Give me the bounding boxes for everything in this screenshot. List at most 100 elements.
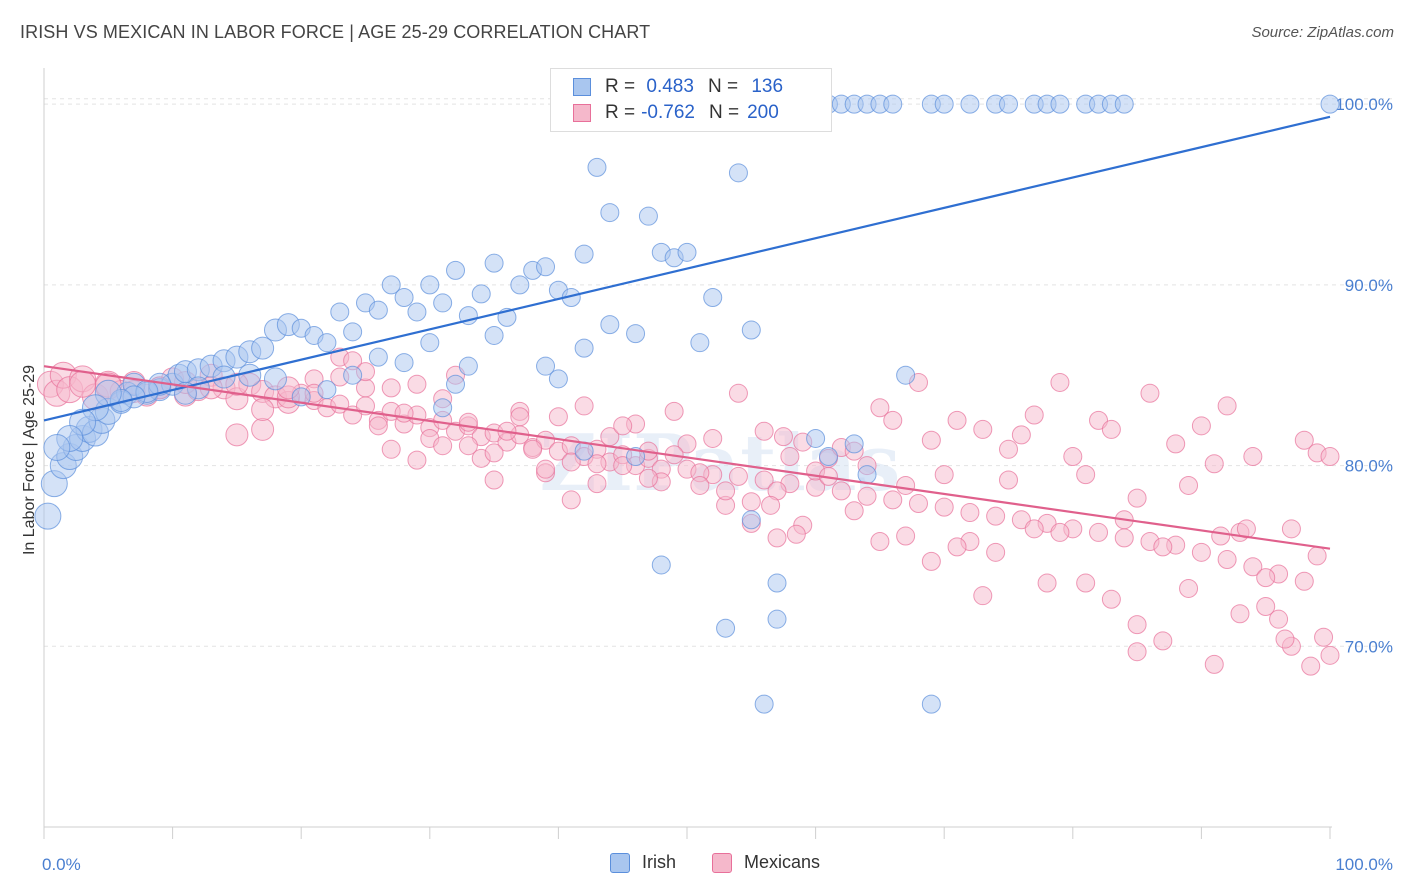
irish-point bbox=[690, 333, 710, 353]
mexicans-point bbox=[381, 439, 401, 459]
mexicans-point bbox=[908, 494, 928, 514]
irish-point bbox=[484, 325, 504, 345]
irish-point bbox=[343, 322, 363, 342]
mexicans-point bbox=[1204, 654, 1224, 674]
mexicans-point bbox=[999, 470, 1018, 490]
mexicans-point bbox=[1256, 568, 1276, 588]
mexicans-point bbox=[561, 490, 581, 510]
irish-point bbox=[433, 398, 453, 418]
mexicans-point bbox=[1294, 571, 1314, 591]
mexicans-point bbox=[896, 526, 916, 546]
mexicans-point bbox=[857, 486, 877, 506]
mexicans-point bbox=[1243, 557, 1263, 577]
mexicans-point bbox=[251, 398, 275, 422]
mexicans-point bbox=[728, 466, 748, 486]
mexicans-point bbox=[1076, 465, 1096, 485]
mexicans-point bbox=[716, 481, 736, 501]
irish-point bbox=[626, 324, 646, 344]
mexicans-point bbox=[1050, 522, 1070, 542]
mexicans-n-label: N = bbox=[708, 102, 740, 123]
irish-point bbox=[857, 465, 877, 485]
mexicans-point bbox=[1281, 519, 1301, 539]
mexicans-point bbox=[1217, 550, 1237, 570]
legend-item-irish[interactable]: Irish bbox=[610, 852, 676, 873]
irish-point bbox=[574, 244, 594, 264]
irish-point bbox=[716, 618, 736, 638]
mexicans-point bbox=[458, 436, 478, 456]
mexicans-point bbox=[767, 528, 787, 548]
mexicans-point bbox=[883, 410, 903, 430]
irish-point bbox=[844, 434, 864, 454]
irish-point bbox=[446, 374, 466, 394]
mexicans-point bbox=[921, 551, 941, 571]
irish-point bbox=[343, 365, 363, 385]
mexicans-point bbox=[786, 524, 806, 544]
mexicans-point bbox=[433, 436, 453, 456]
irish-point bbox=[394, 288, 414, 308]
mexicans-point bbox=[1294, 430, 1314, 450]
source-label: Source: ZipAtlas.com bbox=[1251, 24, 1394, 41]
irish-point bbox=[407, 302, 427, 322]
mexicans-point bbox=[761, 495, 781, 515]
mexicans-r-label: R = bbox=[605, 102, 636, 123]
mexicans-point bbox=[973, 586, 993, 606]
irish-point bbox=[960, 94, 980, 114]
irish-point bbox=[251, 336, 275, 360]
irish-point bbox=[394, 353, 414, 373]
mexicans-point bbox=[947, 410, 967, 430]
mexicans-point bbox=[1217, 396, 1237, 416]
mexicans-point bbox=[613, 456, 633, 476]
mexicans-point bbox=[1320, 447, 1340, 467]
mexicans-point bbox=[484, 443, 504, 463]
irish-point bbox=[921, 694, 941, 714]
irish-point bbox=[34, 502, 62, 530]
mexicans-point bbox=[883, 490, 903, 510]
irish-point bbox=[741, 320, 761, 340]
irish-point bbox=[446, 260, 466, 280]
mexicans-point bbox=[1011, 510, 1031, 530]
mexicans-point bbox=[613, 416, 633, 436]
irish-point bbox=[767, 609, 787, 629]
mexicans-point bbox=[973, 419, 993, 439]
irish-point bbox=[536, 257, 556, 277]
irish-point bbox=[728, 163, 748, 183]
mexicans-point bbox=[1076, 573, 1096, 593]
irish-point bbox=[330, 302, 350, 322]
irish-point bbox=[263, 367, 287, 391]
irish-point bbox=[1114, 94, 1134, 114]
mexicans-point bbox=[754, 470, 774, 490]
mexicans-point bbox=[1050, 372, 1070, 392]
mexicans-point bbox=[1101, 589, 1121, 609]
mexicans-point bbox=[394, 403, 414, 423]
mexicans-point bbox=[921, 430, 941, 450]
x-tick-label: 100.0% bbox=[1335, 855, 1393, 874]
mexicans-point bbox=[1024, 519, 1044, 539]
mexicans-point bbox=[251, 417, 275, 441]
mexicans-point bbox=[870, 531, 890, 551]
mexicans-point bbox=[741, 492, 761, 512]
mexicans-point bbox=[831, 481, 851, 501]
irish-n-label: N = bbox=[707, 76, 739, 97]
mexicans-point bbox=[728, 383, 748, 403]
irish-point bbox=[420, 275, 440, 295]
mexicans-point bbox=[780, 447, 800, 467]
irish-point bbox=[484, 253, 504, 273]
irish-point bbox=[651, 555, 671, 575]
mexicans-point bbox=[934, 465, 954, 485]
irish-point bbox=[574, 338, 594, 358]
irish-point bbox=[420, 333, 440, 353]
irish-point bbox=[368, 347, 388, 367]
legend-row-irish: R = 0.483 N = 136 bbox=[573, 75, 783, 99]
mexicans-point bbox=[1275, 629, 1295, 649]
mexicans-point bbox=[638, 468, 658, 488]
series-legend: Irish Mexicans bbox=[0, 852, 1406, 876]
irish-point bbox=[471, 284, 491, 304]
irish-point bbox=[433, 293, 453, 313]
irish-point bbox=[368, 300, 388, 320]
y-tick-label: 90.0% bbox=[1345, 276, 1393, 295]
mexicans-point bbox=[587, 454, 607, 474]
mexicans-point bbox=[368, 416, 388, 436]
mexicans-point bbox=[947, 537, 967, 557]
legend-item-mexicans[interactable]: Mexicans bbox=[712, 852, 820, 873]
mexicans-point bbox=[587, 474, 607, 494]
